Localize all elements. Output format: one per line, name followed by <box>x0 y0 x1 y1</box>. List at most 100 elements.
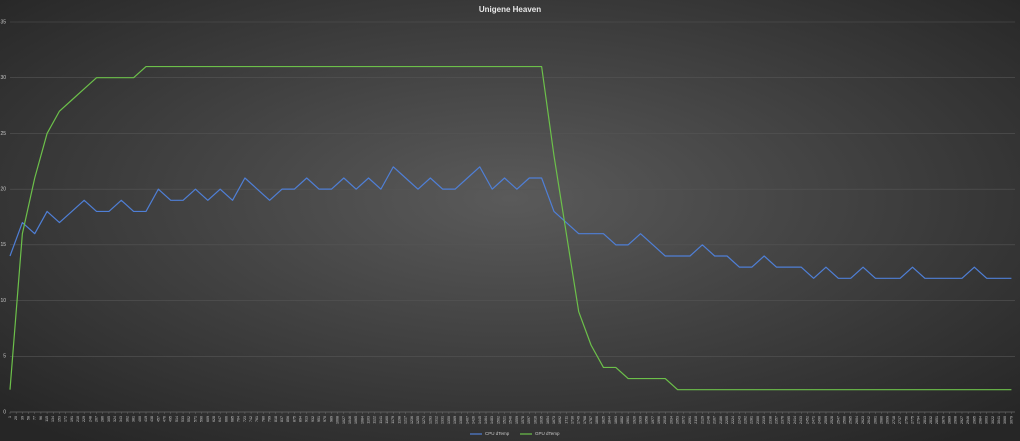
y-tick-label: 15 <box>0 242 6 248</box>
x-tick-label: 2433 <box>799 416 803 424</box>
legend: CPU dTemp GPU dTemp <box>470 431 560 436</box>
x-tick-label: 1065 <box>354 416 358 424</box>
x-tick-label: 1198 <box>397 416 401 424</box>
x-tick-label: 1597 <box>527 416 531 424</box>
x-tick-label: 438 <box>150 416 154 422</box>
x-tick-label: 685 <box>230 416 234 422</box>
x-tick-label: 58 <box>26 416 30 420</box>
x-tick-label: 1 <box>8 416 12 418</box>
x-tick-label: 2528 <box>830 416 834 424</box>
x-tick-label: 2661 <box>873 416 877 424</box>
x-tick-label: 3079 <box>1009 416 1013 424</box>
x-tick-label: 2889 <box>948 416 952 424</box>
x-tick-label: 476 <box>162 416 166 422</box>
x-tick-label: 1350 <box>447 416 451 424</box>
x-tick-label: 2680 <box>880 416 884 424</box>
x-tick-label: 2205 <box>725 416 729 424</box>
x-tick-label: 2813 <box>923 416 927 424</box>
y-tick-label: 5 <box>3 354 6 360</box>
x-tick-label: 2509 <box>824 416 828 424</box>
x-tick-label: 818 <box>274 416 278 422</box>
x-tick-label: 2091 <box>688 416 692 424</box>
x-tick-label: 590 <box>200 416 204 422</box>
x-tick-label: 343 <box>119 416 123 422</box>
x-tick-label: 1255 <box>416 416 420 424</box>
x-tick-label: 191 <box>70 416 74 422</box>
x-tick-label: 1844 <box>608 416 612 424</box>
x-tick-label: 2908 <box>954 416 958 424</box>
x-tick-label: 1274 <box>422 416 426 424</box>
x-tick-label: 1825 <box>601 416 605 424</box>
x-tick-label: 2148 <box>706 416 710 424</box>
x-tick-label: 495 <box>169 416 173 422</box>
x-tick-label: 1445 <box>478 416 482 424</box>
x-tick-label: 2585 <box>849 416 853 424</box>
x-tick-label: 115 <box>45 416 49 422</box>
series-line <box>9 65 1012 391</box>
x-tick-label: 1369 <box>453 416 457 424</box>
x-tick-label: 400 <box>138 416 142 422</box>
x-tick-label: 1578 <box>521 416 525 424</box>
x-tick-label: 96 <box>39 416 43 420</box>
x-tick-label: 1901 <box>626 416 630 424</box>
x-tick-label: 514 <box>175 416 179 422</box>
x-tick-label: 153 <box>57 416 61 422</box>
x-tick-label: 2072 <box>682 416 686 424</box>
x-tick-label: 2262 <box>744 416 748 424</box>
x-tick-label: 210 <box>76 416 80 422</box>
x-tick-label: 780 <box>261 416 265 422</box>
x-tick-label: 913 <box>305 416 309 422</box>
y-tick-label: 0 <box>3 409 6 415</box>
x-tick-label: 628 <box>212 416 216 422</box>
chart-title: Unigene Heaven <box>479 5 541 14</box>
x-tick-label: 2490 <box>818 416 822 424</box>
x-tick-label: 2300 <box>756 416 760 424</box>
x-tick-label: 552 <box>187 416 191 422</box>
x-tick-label: 2927 <box>960 416 964 424</box>
x-tick-label: 2186 <box>719 416 723 424</box>
x-tick-label: 1692 <box>558 416 562 424</box>
x-tick-label: 286 <box>101 416 105 422</box>
x-tick-label: 761 <box>255 416 259 422</box>
x-tick-label: 1806 <box>595 416 599 424</box>
x-tick-label: 3003 <box>985 416 989 424</box>
x-tick-label: 2794 <box>917 416 921 424</box>
x-tick-label: 1502 <box>496 416 500 424</box>
x-tick-label: 875 <box>292 416 296 422</box>
x-tick-label: 2110 <box>694 416 698 424</box>
x-tick-label: 2414 <box>793 416 797 424</box>
x-tick-label: 381 <box>132 416 136 422</box>
x-tick-label: 1882 <box>620 416 624 424</box>
x-tick-label: 305 <box>107 416 111 422</box>
x-tick-label: 2851 <box>935 416 939 424</box>
x-tick-label: 1141 <box>379 416 383 424</box>
y-tick-label: 35 <box>0 19 6 25</box>
legend-label: GPU dTemp <box>535 431 560 436</box>
x-tick-label: 3060 <box>1003 416 1007 424</box>
x-tick-label: 2623 <box>861 416 865 424</box>
x-tick-label: 2471 <box>812 416 816 424</box>
plot <box>9 65 1012 391</box>
x-tick-label: 951 <box>317 416 321 422</box>
series-line <box>9 166 1012 279</box>
x-tick-label: 1160 <box>385 416 389 424</box>
x-tick-label: 39 <box>20 416 24 420</box>
x-tick-label: 2642 <box>867 416 871 424</box>
x-tick-label: 1787 <box>589 416 593 424</box>
x-tick-label: 1768 <box>583 416 587 424</box>
x-tick-label: 1863 <box>614 416 618 424</box>
x-tick-label: 989 <box>329 416 333 422</box>
x-tick-label: 1008 <box>336 416 340 424</box>
x-tick-label: 609 <box>206 416 210 422</box>
y-tick-label: 25 <box>0 131 6 137</box>
x-tick-label: 970 <box>323 416 327 422</box>
y-tick-label: 10 <box>0 298 6 304</box>
x-tick-label: 1635 <box>540 416 544 424</box>
y-tick-label: 20 <box>0 186 6 192</box>
x-tick-label: 1730 <box>570 416 574 424</box>
x-tick-label: 362 <box>125 416 129 422</box>
x-tick-label: 1540 <box>509 416 513 424</box>
x-tick-label: 2015 <box>663 416 667 424</box>
x-tick-label: 324 <box>113 416 117 422</box>
